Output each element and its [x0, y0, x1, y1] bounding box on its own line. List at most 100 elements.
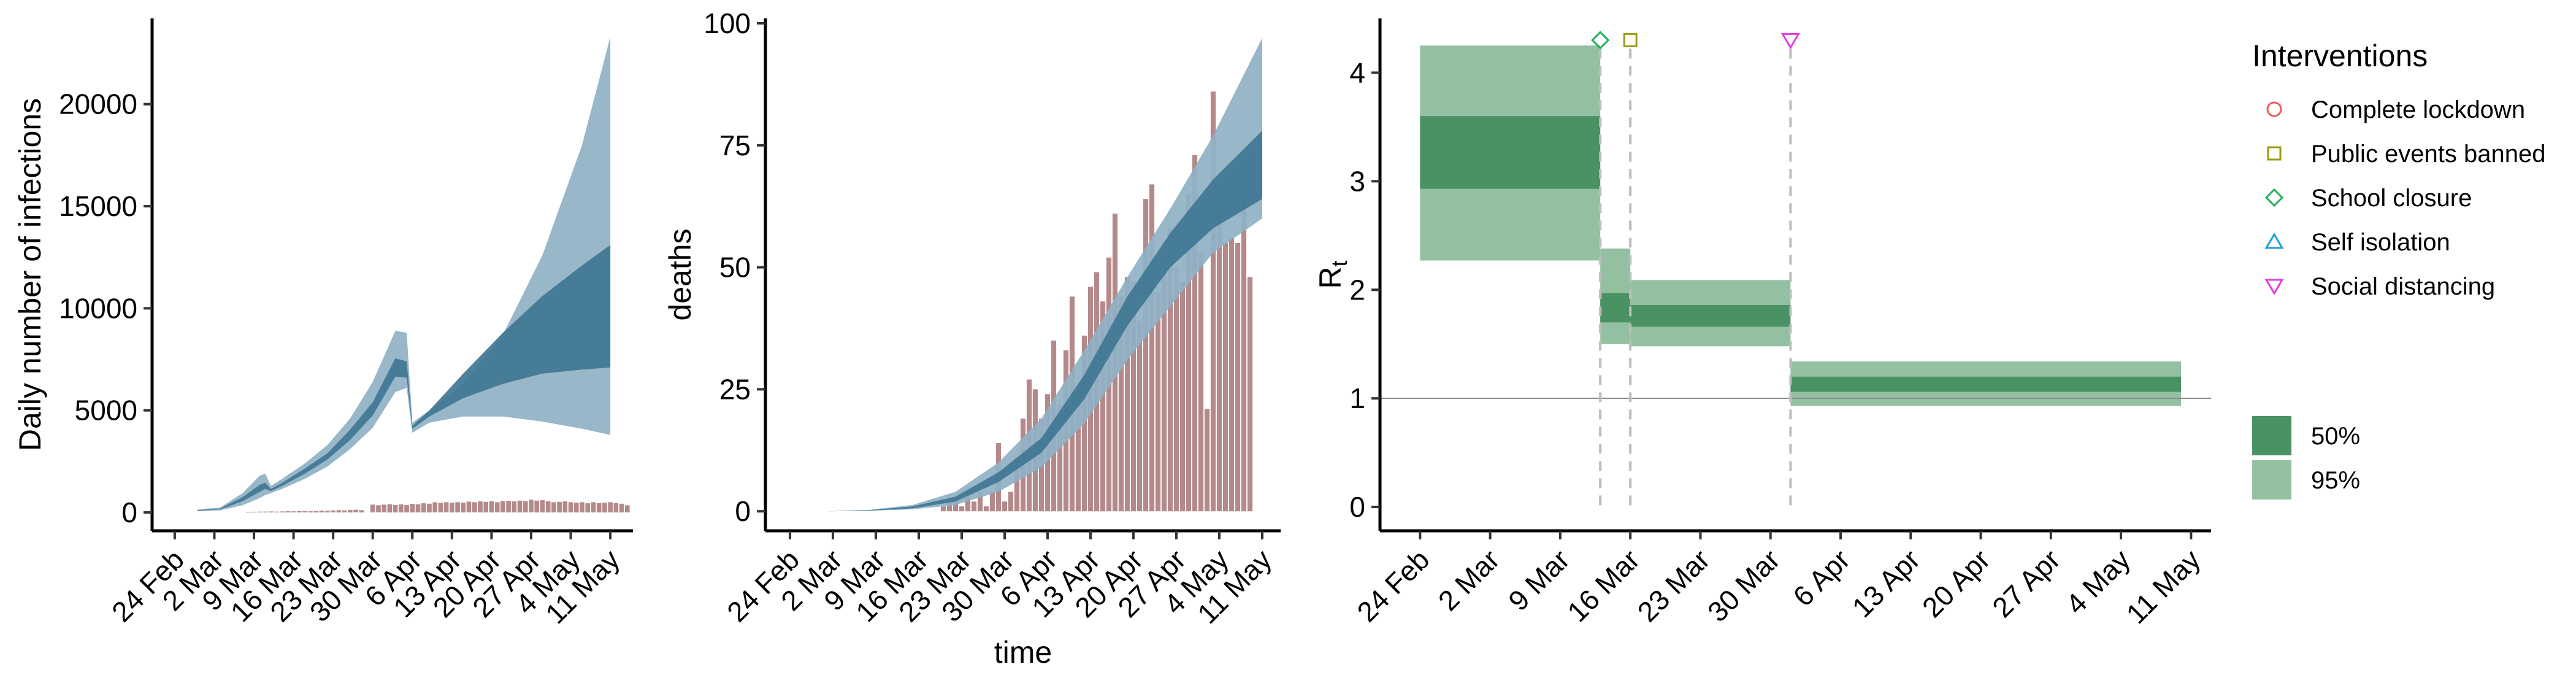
infections-bar: [483, 501, 488, 513]
deaths-bar: [1155, 291, 1161, 512]
deaths-y-tick-label: 50: [719, 252, 751, 284]
legend-label-school: School closure: [2311, 185, 2472, 212]
infections-bar: [370, 504, 375, 512]
deaths-x-axis-title: time: [994, 635, 1052, 669]
infections-bar: [585, 503, 590, 513]
infections-bar: [404, 505, 409, 513]
legend-label-50%: 50%: [2311, 423, 2360, 450]
infections-bar: [359, 510, 364, 513]
deaths-bar: [1149, 184, 1155, 512]
rt-band-50: [1420, 116, 1601, 189]
rt-x-tick-label: 11 May: [2120, 543, 2206, 630]
legend-marker-public_events: [2267, 146, 2282, 161]
legend-label-public_events: Public events banned: [2311, 141, 2546, 168]
infections-bar: [353, 509, 358, 512]
infections-bar: [574, 503, 579, 513]
infections-bar: [461, 503, 466, 513]
deaths-bar: [1118, 296, 1124, 512]
deaths-bar: [977, 492, 983, 512]
deaths-bar: [1130, 282, 1137, 512]
rt-intervention-marker: [1623, 33, 1638, 47]
infections-bar: [376, 505, 381, 512]
rt-y-tick-label: 4: [1349, 56, 1365, 88]
infections-bar: [580, 502, 585, 512]
legend-label-social_distancing: Social distancing: [2311, 273, 2495, 300]
infections-bar: [438, 503, 443, 512]
rt-x-tick-label: 6 Apr: [1787, 543, 1856, 612]
legend-marker-social_distancing: [2264, 279, 2284, 295]
deaths-bar: [1161, 257, 1167, 512]
rt-band-50: [1600, 293, 1631, 323]
deaths-bar: [1014, 457, 1020, 512]
infections-bar: [529, 500, 534, 512]
infections-bar: [427, 503, 432, 513]
deaths-bar: [983, 506, 989, 512]
rt-intervention-marker: [1781, 33, 1800, 50]
infections-y-axis-title: Daily number of infections: [13, 98, 47, 451]
rt-x-tick-label: 24 Feb: [1351, 543, 1435, 628]
rt-x-tick-label: 13 Apr: [1846, 543, 1926, 623]
rt-y-tick-label: 0: [1349, 491, 1365, 523]
deaths-bar: [989, 492, 995, 512]
infections-bar: [523, 501, 528, 512]
infections-bar: [263, 511, 268, 513]
deaths-bar: [1198, 252, 1204, 512]
infections-bar: [540, 500, 545, 513]
deaths-bar: [1081, 335, 1087, 512]
rt-x-tick-label: 30 Mar: [1701, 543, 1786, 628]
rt-x-tick-label: 27 Apr: [1986, 543, 2066, 623]
deaths-bar: [1143, 199, 1149, 512]
deaths-y-tick-label: 100: [703, 7, 751, 39]
infections-y-tick-label: 0: [121, 496, 137, 528]
infections-y-tick-label: 20000: [59, 88, 137, 120]
deaths-bar: [946, 501, 953, 512]
legend-label-self_isolation: Self isolation: [2311, 229, 2450, 256]
deaths-bar: [1057, 404, 1063, 512]
infections-band-95: [197, 36, 611, 512]
deaths-y-axis-title: deaths: [663, 228, 697, 320]
deaths-bar: [965, 496, 971, 512]
infections-bar: [545, 501, 551, 513]
rt-band-50: [1630, 305, 1791, 327]
infections-bar: [517, 500, 523, 513]
deaths-bar: [1002, 501, 1008, 512]
infections-bar: [297, 511, 302, 513]
infections-bar: [443, 502, 449, 512]
deaths-bar: [1210, 91, 1216, 512]
deaths-bar: [1075, 389, 1081, 512]
rt-y-tick-label: 2: [1349, 274, 1365, 306]
infections-bar: [302, 511, 307, 512]
infections-bar: [381, 504, 386, 512]
deaths-bar: [959, 506, 965, 512]
rt-x-tick-label: 23 Mar: [1631, 543, 1715, 628]
infections-bar: [268, 511, 274, 513]
infections-bar: [387, 504, 393, 513]
infections-bar: [562, 501, 568, 513]
deaths-bar: [971, 501, 977, 512]
infections-bar: [478, 501, 483, 513]
legend-label-lockdown: Complete lockdown: [2311, 96, 2525, 123]
deaths-bar: [1173, 267, 1179, 512]
infections-bar: [342, 510, 347, 512]
infections-bar: [336, 510, 342, 513]
infections-y-tick-label: 15000: [59, 190, 137, 222]
infections-bar: [455, 502, 460, 512]
legend-marker-lockdown: [2266, 101, 2282, 117]
deaths-bar: [1100, 301, 1106, 512]
deaths-bar: [1229, 237, 1235, 512]
infections-bar: [421, 503, 426, 513]
infections-bar: [534, 500, 539, 513]
infections-bar: [308, 511, 313, 513]
legend-marker-school: [2264, 188, 2284, 207]
rt-x-tick-label: 20 Apr: [1916, 543, 1996, 623]
interventions-legend: Interventions Complete lockdown Public eve…: [2252, 39, 2546, 500]
deaths-bar: [1247, 277, 1253, 512]
deaths-bar: [1241, 169, 1247, 512]
deaths-bar: [1235, 242, 1241, 512]
rt-y-tick-label: 3: [1349, 165, 1365, 197]
deaths-y-tick-label: 25: [719, 373, 751, 405]
deaths-band-50: [827, 130, 1262, 512]
infections-bar: [506, 501, 511, 513]
